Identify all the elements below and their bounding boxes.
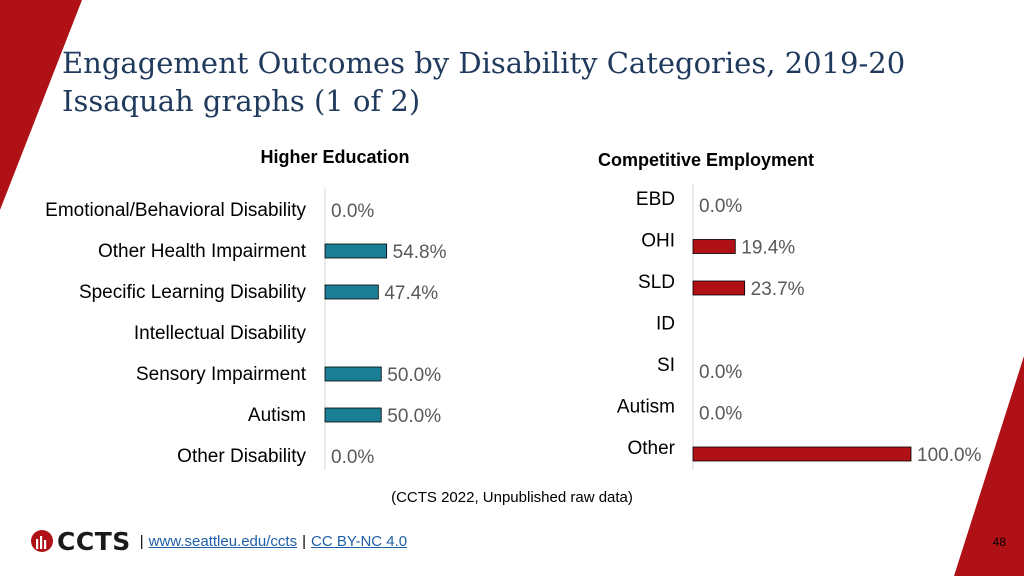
category-label-specific-learning-disability: Specific Learning Disability <box>79 282 307 303</box>
chart-title: Higher Education <box>260 147 409 167</box>
category-label-ebd: EBD <box>636 189 675 210</box>
bar-other <box>692 446 912 462</box>
data-label-sld: 23.7% <box>751 279 805 300</box>
slide-title-line-1: Engagement Outcomes by Disability Catego… <box>62 46 906 80</box>
data-label-other-health-impairment: 54.8% <box>393 242 447 263</box>
data-label-other: 100.0% <box>917 445 982 466</box>
slide-title: Engagement Outcomes by Disability Catego… <box>62 44 905 120</box>
data-label-autism: 0.0% <box>699 404 742 425</box>
slide-title-line-2: Issaquah graphs (1 of 2) <box>62 84 421 118</box>
license-link[interactable]: CC BY-NC 4.0 <box>310 532 408 550</box>
category-label-sensory-impairment: Sensory Impairment <box>136 364 307 385</box>
seattleu-link[interactable]: www.seattleu.edu/ccts <box>148 532 298 550</box>
ccts-logo-text: CCTS <box>57 526 131 556</box>
competitive-employment-chart: Competitive Employment EBD 0.0% OHI 19.4% SLD… <box>598 150 982 470</box>
bar-ohi <box>692 239 736 254</box>
ccts-logo-icon <box>31 530 53 552</box>
data-label-specific-learning-disability: 47.4% <box>384 283 438 304</box>
data-label-ohi: 19.4% <box>741 238 795 259</box>
category-label-intellectual-disability: Intellectual Disability <box>134 323 307 344</box>
category-label-ohi: OHI <box>641 231 675 252</box>
category-label-other-health-impairment: Other Health Impairment <box>98 241 307 262</box>
category-label-other-disability: Other Disability <box>177 446 306 467</box>
source-note: (CCTS 2022, Unpublished raw data) <box>391 489 633 506</box>
category-label-sld: SLD <box>638 272 675 293</box>
category-label-autism: Autism <box>617 397 675 418</box>
data-label-ebd: 0.0% <box>699 196 742 217</box>
data-label-emotional-behavioral-disability: 0.0% <box>331 201 374 222</box>
ccts-logo: CCTS <box>30 527 131 556</box>
page-number: 48 <box>992 535 1006 549</box>
bar-specific-learning-disability <box>324 284 379 300</box>
category-label-si: SI <box>657 355 675 376</box>
data-label-autism: 50.0% <box>387 406 441 427</box>
bar-other-health-impairment <box>324 243 388 259</box>
higher-education-chart: Higher Education Emotional/Behavioral Dis… <box>45 147 447 470</box>
bar-sld <box>692 280 746 296</box>
data-label-sensory-impairment: 50.0% <box>387 365 441 386</box>
category-label-other: Other <box>627 438 675 459</box>
category-label-id: ID <box>656 314 675 335</box>
data-label-other-disability: 0.0% <box>331 447 374 468</box>
footer-separator-1: | <box>139 532 144 550</box>
bar-autism <box>324 407 382 423</box>
bar-sensory-impairment <box>324 366 382 382</box>
category-label-emotional-behavioral-disability: Emotional/Behavioral Disability <box>45 200 306 221</box>
data-label-si: 0.0% <box>699 362 742 383</box>
corner-accent-bottom-right <box>954 356 1024 576</box>
category-label-autism: Autism <box>248 405 306 426</box>
chart-title: Competitive Employment <box>598 150 814 170</box>
corner-accent-top-left <box>0 0 82 210</box>
footer: CCTS | www.seattleu.edu/ccts | CC BY-NC … <box>30 527 408 556</box>
footer-separator-2: | <box>302 532 306 550</box>
